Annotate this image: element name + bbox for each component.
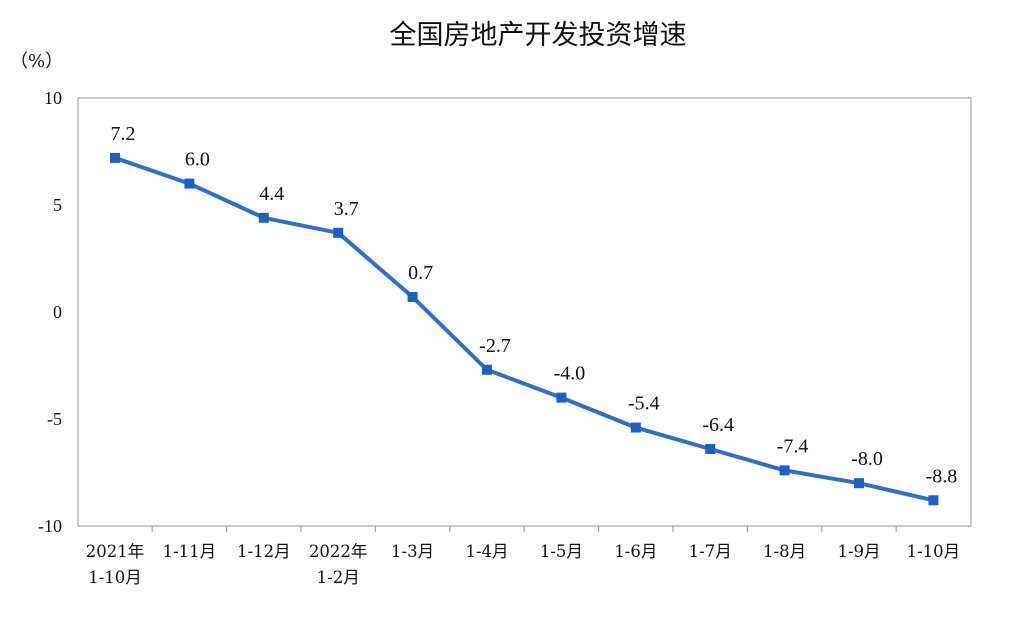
x-tick-label: 2021年 (86, 542, 145, 561)
x-tick-label: 1-11月 (163, 542, 217, 561)
data-label: 6.0 (185, 149, 210, 171)
y-tick-label: 0 (53, 302, 62, 322)
plot-frame (77, 97, 972, 527)
data-label: -8.0 (851, 448, 883, 470)
data-point (258, 212, 269, 223)
x-tick-label: 1-6月 (614, 542, 657, 561)
data-point (854, 478, 864, 489)
y-tick-label: 10 (44, 88, 62, 108)
x-tick-label: 1-9月 (837, 542, 880, 561)
data-labels: 7.2 6.0 4.4 3.7 0.7 -2.7 -4.0 -5.4 -6.4 -7.4 -8.0 -… (111, 123, 958, 487)
x-tick-label: 1-3月 (391, 542, 434, 561)
data-point (482, 364, 492, 375)
data-point (630, 422, 641, 433)
series-group (110, 152, 939, 506)
data-label: -2.7 (479, 335, 511, 357)
data-label: 7.2 (111, 123, 136, 145)
series-line (113, 155, 936, 503)
x-tick-label: 1-8月 (763, 542, 806, 561)
data-point (110, 152, 120, 163)
x-tick-label: 1-4月 (465, 542, 508, 561)
y-tick-label: 5 (53, 195, 62, 215)
x-tick-label: 1-12月 (237, 542, 291, 561)
data-label: -8.8 (926, 465, 958, 487)
data-label: 3.7 (334, 198, 359, 220)
data-point (407, 292, 418, 303)
data-point (705, 443, 716, 454)
x-tick-label: 2022年 (309, 542, 368, 561)
data-label: -7.4 (777, 435, 809, 457)
x-tick-label: 1-2月 (317, 568, 360, 587)
chart-title: 全国房地产开发投资增速 (390, 20, 687, 51)
data-point (333, 227, 344, 238)
data-point (556, 392, 567, 403)
data-label: 4.4 (259, 183, 284, 205)
y-tick-label: -5 (47, 409, 62, 429)
data-point (779, 465, 790, 476)
data-label: -4.0 (554, 363, 586, 385)
data-point (184, 178, 195, 189)
x-tick-label: 1-10月 (907, 542, 961, 561)
x-tick-label: 1-5月 (540, 542, 583, 561)
y-axis: 10 5 0 -5 -10 (38, 88, 62, 536)
y-axis-unit: （%） (10, 51, 63, 72)
data-label: -5.4 (628, 393, 660, 415)
data-label: 0.7 (408, 262, 433, 284)
data-label: -6.4 (702, 414, 734, 436)
x-tick-label: 1-7月 (689, 542, 732, 561)
x-tick-label: 1-10月 (88, 568, 142, 587)
data-point (928, 495, 939, 506)
y-tick-label: -10 (38, 516, 62, 536)
x-axis: 2021年 1-10月 1-11月 1-12月 2022年 1-2月 1-3月 1-4月 1-5… (86, 526, 960, 587)
